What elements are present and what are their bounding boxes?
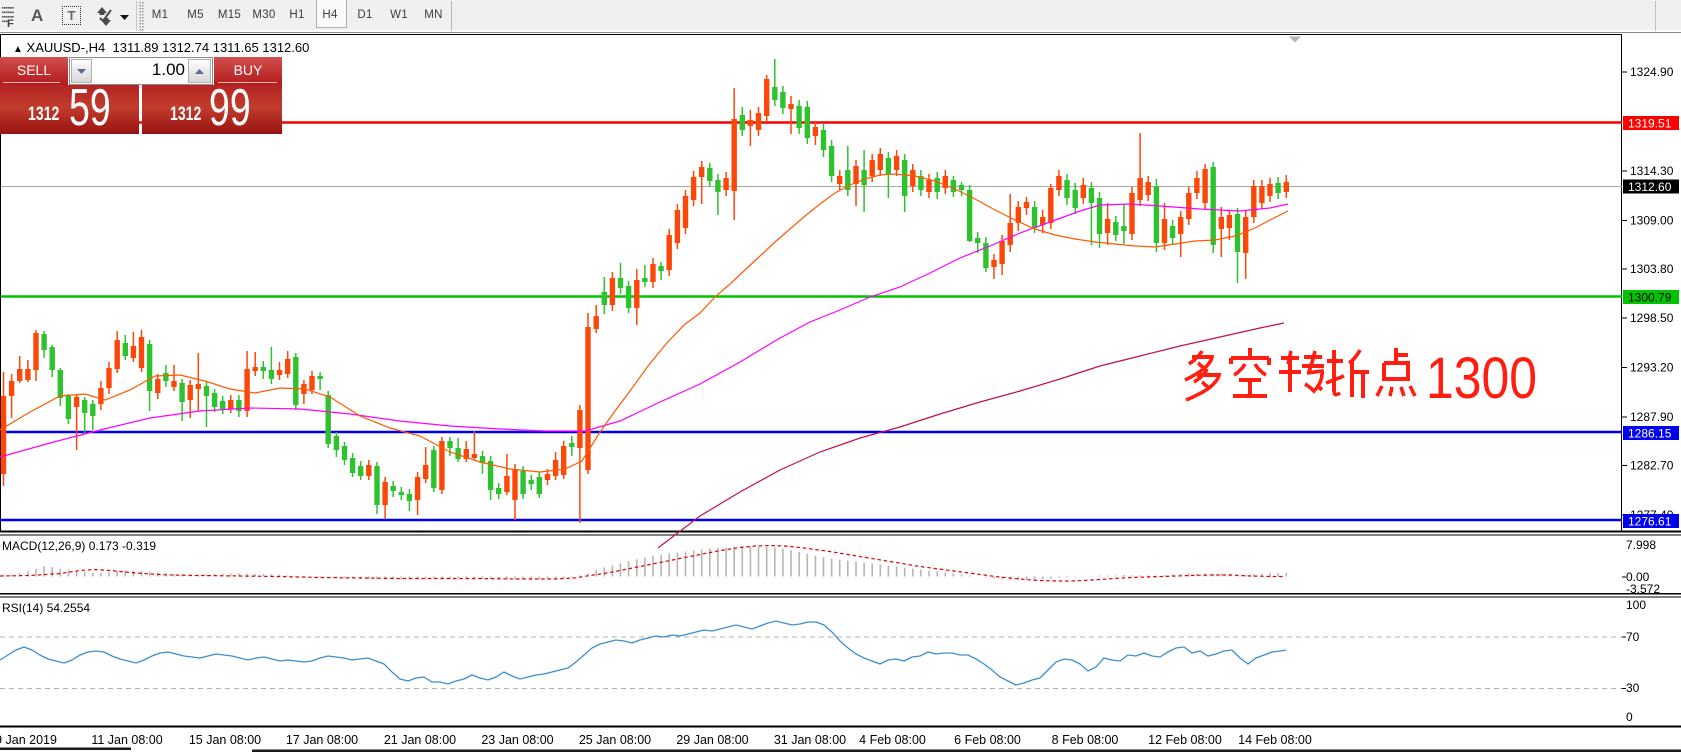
svg-text:1312.60: 1312.60 [1628,180,1672,194]
svg-text:F: F [7,18,14,29]
svg-text:1309.00: 1309.00 [1630,213,1674,227]
svg-text:0: 0 [1626,710,1633,724]
svg-text:15 Jan 08:00: 15 Jan 08:00 [189,733,261,747]
svg-text:4 Feb 08:00: 4 Feb 08:00 [859,733,926,747]
svg-text:8 Feb 08:00: 8 Feb 08:00 [1052,733,1119,747]
svg-text:1298.50: 1298.50 [1630,311,1674,325]
svg-text:29 Jan 08:00: 29 Jan 08:00 [676,733,748,747]
svg-text:1314.30: 1314.30 [1630,164,1674,178]
svg-text:17 Jan 08:00: 17 Jan 08:00 [286,733,358,747]
svg-text:23 Jan 08:00: 23 Jan 08:00 [481,733,553,747]
svg-text:RSI(14) 54.2554: RSI(14) 54.2554 [2,601,90,615]
svg-text:14 Feb 08:00: 14 Feb 08:00 [1238,733,1312,747]
svg-text:9 Jan 2019: 9 Jan 2019 [0,733,57,747]
svg-text:31 Jan 08:00: 31 Jan 08:00 [774,733,846,747]
svg-text:100: 100 [1626,598,1646,612]
svg-text:1282.70: 1282.70 [1630,459,1674,473]
svg-text:1286.15: 1286.15 [1628,427,1672,441]
svg-text:1300: 1300 [1426,347,1537,411]
svg-text:1324.90: 1324.90 [1630,65,1674,79]
svg-text:1287.90: 1287.90 [1630,410,1674,424]
svg-text:-3.572: -3.572 [1626,582,1660,596]
svg-text:70: 70 [1626,630,1640,644]
svg-text:12 Feb 08:00: 12 Feb 08:00 [1148,733,1222,747]
svg-text:1300.79: 1300.79 [1628,291,1672,305]
svg-text:6 Feb 08:00: 6 Feb 08:00 [954,733,1021,747]
svg-text:30: 30 [1626,681,1640,695]
svg-text:1276.61: 1276.61 [1628,515,1672,529]
svg-text:1293.20: 1293.20 [1630,361,1674,375]
svg-text:1303.80: 1303.80 [1630,262,1674,276]
svg-text:MACD(12,26,9) 0.173 -0.319: MACD(12,26,9) 0.173 -0.319 [2,539,156,553]
svg-text:1319.51: 1319.51 [1628,117,1672,131]
svg-text:25 Jan 08:00: 25 Jan 08:00 [579,733,651,747]
svg-text:7.998: 7.998 [1626,538,1656,552]
svg-text:0.00: 0.00 [1626,570,1650,584]
svg-text:11 Jan 08:00: 11 Jan 08:00 [91,733,162,747]
svg-text:21 Jan 08:00: 21 Jan 08:00 [384,733,456,747]
